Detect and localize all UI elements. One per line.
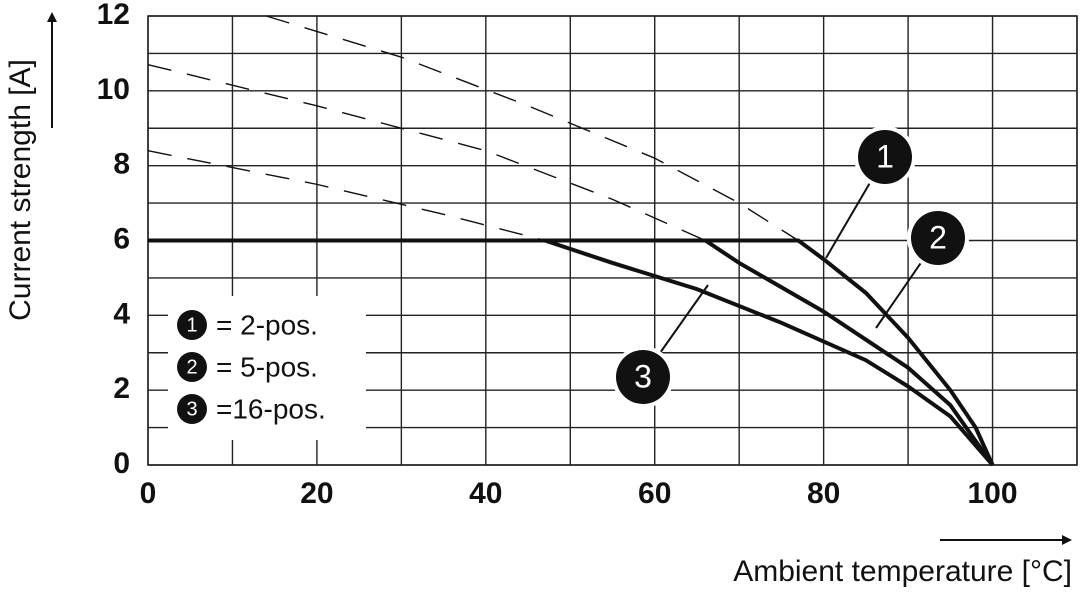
legend-label: = 5-pos. — [216, 351, 318, 382]
callout-number: 1 — [876, 138, 894, 174]
legend-badge — [177, 352, 207, 382]
derating-curve — [148, 238, 995, 466]
legend-label: =16-pos. — [216, 393, 326, 424]
legend-label: = 2-pos. — [216, 309, 318, 340]
y-tick-label: 4 — [113, 297, 130, 330]
y-tick-label: 0 — [113, 447, 130, 480]
legend-number: 1 — [186, 314, 197, 336]
x-tick-label: 60 — [638, 477, 671, 510]
derating-curve — [704, 238, 995, 467]
callout-badge — [616, 350, 670, 404]
dashed-extension — [147, 150, 546, 242]
legend-number: 3 — [186, 398, 197, 420]
x-tick-label: 100 — [968, 477, 1018, 510]
x-tick-label: 0 — [140, 477, 157, 510]
callout-badge — [858, 130, 912, 184]
y-tick-label: 8 — [113, 148, 130, 181]
y-tick-label: 6 — [113, 222, 130, 255]
x-tick-label: 40 — [469, 477, 502, 510]
y-tick-label: 10 — [97, 73, 130, 106]
callout-number: 2 — [929, 219, 947, 255]
derating-curve — [544, 238, 995, 467]
x-tick-label: 80 — [807, 477, 840, 510]
dashed-extension — [266, 15, 799, 242]
legend-number: 2 — [186, 356, 197, 378]
y-tick-label: 12 — [97, 0, 130, 31]
legend-badge — [177, 394, 207, 424]
callout-number: 3 — [634, 358, 652, 394]
legend-badge — [177, 310, 207, 340]
x-tick-label: 20 — [300, 477, 333, 510]
y-tick-label: 2 — [113, 372, 130, 405]
y-axis-title: Current strength [A] — [4, 59, 37, 321]
callout-badge — [911, 211, 965, 265]
x-axis-title: Ambient temperature [°C] — [733, 555, 1072, 588]
